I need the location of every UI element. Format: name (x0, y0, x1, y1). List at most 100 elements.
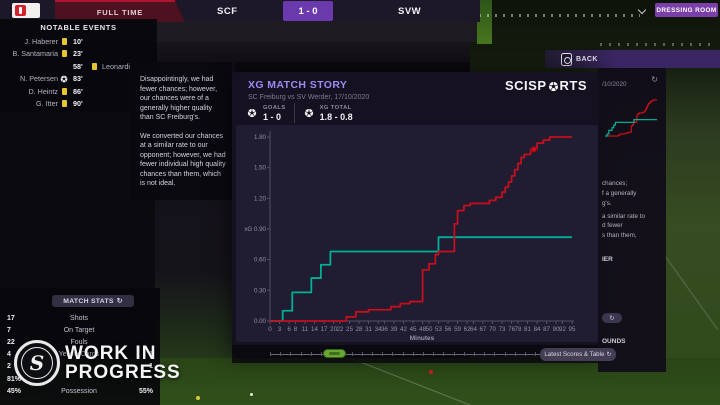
yellow-card-icon (88, 62, 100, 70)
svg-text:6: 6 (287, 326, 291, 333)
stat-row: 22 Fouls (0, 336, 160, 348)
stat-home-value: 81% (7, 375, 22, 383)
green-banner (477, 0, 492, 44)
side-date-fragment: /10/2020 (602, 81, 627, 88)
stat-row: 17 Shots (0, 312, 160, 324)
latest-scores-button[interactable]: Latest Scores & Table ↻ (540, 348, 616, 361)
svg-text:62: 62 (464, 326, 471, 333)
player-dot-white (250, 393, 253, 396)
back-label: BACK (576, 55, 598, 63)
svg-text:87: 87 (543, 326, 550, 333)
crowd-lights (455, 14, 640, 17)
svg-text:73: 73 (499, 326, 506, 333)
svg-text:17: 17 (321, 326, 328, 333)
timeline-handle[interactable] (323, 349, 346, 358)
timeline-tick (382, 352, 384, 356)
side-text-fragment: f a generally (602, 190, 637, 197)
grounds-header-fragment: OUNDS (602, 338, 626, 345)
svg-text:xG 0.90: xG 0.90 (244, 226, 266, 233)
match-stats-button[interactable]: MATCH STATS ↻ (52, 295, 134, 307)
stat-label: Yellow Cards (58, 351, 100, 359)
event-row[interactable]: 58' Leonardi (0, 60, 157, 73)
goals-value: 1 - 0 (263, 111, 282, 122)
refresh-icon[interactable]: ↻ (651, 75, 658, 84)
stat-home-value: 22 (7, 338, 15, 346)
side-text-fragment: chances; (602, 180, 628, 187)
svg-text:42: 42 (400, 326, 407, 333)
yellow-card-icon (58, 100, 70, 108)
timeline-tick (321, 352, 322, 356)
stat-label: On Target (63, 326, 95, 334)
yellow-card-icon (58, 37, 70, 45)
event-minute: 10' (73, 36, 83, 46)
event-player: B. Santamaria (12, 49, 58, 59)
timeline-tick (372, 352, 373, 356)
svg-text:1.50: 1.50 (254, 165, 267, 172)
svg-text:59: 59 (454, 326, 461, 333)
event-minute: 90' (73, 99, 83, 109)
svg-text:81: 81 (524, 326, 531, 333)
svg-text:Minutes: Minutes (410, 335, 435, 342)
ball-icon (303, 104, 315, 122)
event-row[interactable]: J. Haberer 10' (0, 35, 157, 48)
stat-row: 45% Possession 55% (0, 385, 160, 397)
stat-label: Fouls (70, 338, 88, 346)
svg-text:78: 78 (515, 326, 522, 333)
svg-text:14: 14 (311, 326, 318, 333)
timeline-tick (514, 352, 516, 356)
timeline-tick (402, 352, 404, 356)
timeline-tick (433, 352, 435, 356)
back-button[interactable]: BACK (561, 51, 598, 67)
xg-panel-title: XG MATCH STORY (248, 79, 348, 91)
dressing-room-button[interactable]: DRESSING ROOM (655, 3, 718, 17)
scoreboard: FULL TIME SCF 1 - 0 SVW (0, 0, 480, 22)
crowd-lights-2 (600, 43, 710, 46)
side-refresh-pill[interactable]: ↻ (602, 313, 622, 323)
yellow-card-icon (58, 50, 70, 58)
svg-text:45: 45 (410, 326, 417, 333)
chevron-down-icon[interactable] (638, 7, 645, 14)
svg-text:56: 56 (445, 326, 452, 333)
goal-icon (58, 74, 70, 83)
side-text-fragment: a similar rate to (602, 213, 646, 220)
svg-text:70: 70 (489, 326, 496, 333)
stat-away-value: 55% (138, 387, 153, 395)
svg-text:8: 8 (294, 326, 298, 333)
timeline-tick (504, 352, 506, 356)
away-team-abbr[interactable]: SVW (398, 5, 422, 17)
home-team-abbr[interactable]: SCF (217, 5, 238, 17)
stat-row: 4 Yellow Cards 1 (0, 349, 160, 361)
timeline-tick (443, 352, 445, 356)
svg-text:84: 84 (534, 326, 541, 333)
side-text-fragment: d fewer (602, 222, 623, 229)
ball-icon (547, 78, 560, 93)
svg-text:0.30: 0.30 (254, 287, 267, 294)
score-badge: 1 - 0 (283, 1, 333, 21)
event-row[interactable]: D. Heintz 86' (0, 85, 157, 98)
svg-text:22: 22 (336, 326, 343, 333)
timeline-tick (423, 352, 424, 356)
stadium-stand (155, 22, 485, 42)
wip-line1: WORK IN (65, 343, 157, 364)
event-row[interactable]: B. Santamaria 23' (0, 48, 157, 61)
work-in-progress-watermark: S WORK IN PROGRESS (14, 340, 181, 386)
stat-home-value: 2 (7, 363, 11, 371)
analysis-paragraph-2: We converted our chances at a similar ra… (140, 132, 226, 188)
xg-match-story-panel: XG MATCH STORY SC Freiburg vs SV Werder,… (232, 72, 600, 356)
timeline-track[interactable] (270, 354, 606, 355)
tablet-ball-icon (561, 52, 572, 66)
timeline-tick (392, 352, 394, 356)
xg-total-cell: XG TOTAL 1.8 - 0.8 (303, 104, 353, 122)
svg-text:95: 95 (569, 326, 576, 333)
svg-text:76: 76 (508, 326, 515, 333)
match-stats-title: MATCH STATS (63, 297, 114, 305)
svg-text:1.80: 1.80 (254, 134, 267, 141)
event-row[interactable]: N. Petersen 83' (0, 73, 157, 86)
event-row[interactable]: G. Itter 90' (0, 98, 157, 111)
timeline-tick (525, 352, 526, 356)
match-stats-rows: 17 Shots 7 On Target 22 Fouls 4 Yellow Cards 1 2 1… (0, 312, 160, 397)
svg-text:0: 0 (268, 326, 272, 333)
timeline-tick (361, 352, 363, 356)
timeline-tick (494, 352, 496, 356)
